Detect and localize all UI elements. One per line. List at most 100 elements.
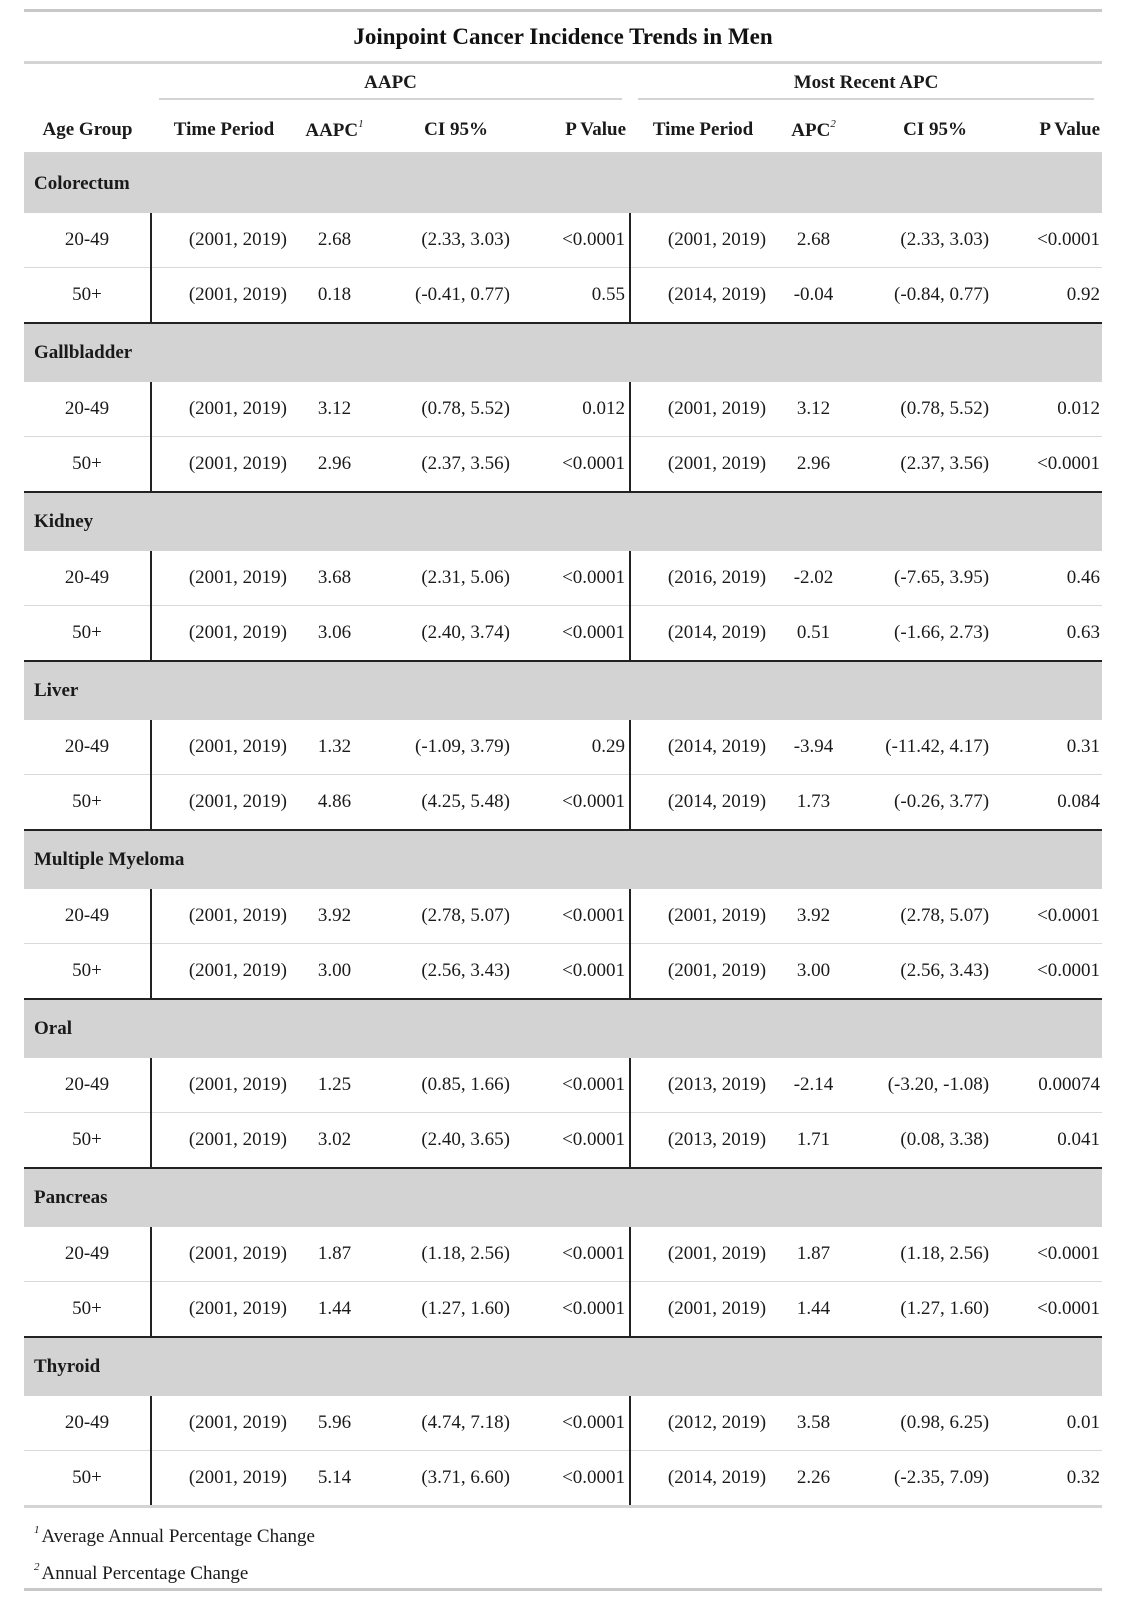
table-row: 20-49 (2001, 2019) 1.87 (1.18, 2.56) <0.0001…: [24, 1227, 1103, 1282]
ci-cell: (2.31, 5.06): [372, 551, 520, 606]
p-value-cell: <0.0001: [520, 1058, 632, 1113]
apc-cell: 1.71: [796, 1129, 831, 1150]
age-cell: 50+: [24, 774, 152, 830]
top-rule: [24, 9, 1102, 12]
apc-cell: 3.58: [776, 1396, 852, 1451]
table-row: 20-49 (2001, 2019) 5.96 (4.74, 7.18) <0.0001…: [24, 1396, 1103, 1451]
apc-cell: 3.12: [776, 382, 852, 437]
age-cell: 20-49: [24, 889, 152, 944]
apc-cell: 2.96: [796, 453, 831, 474]
aapc-cell: 3.06: [317, 622, 352, 643]
title-rule: [24, 61, 1102, 64]
recent-ci-cell: (-0.84, 0.77): [894, 284, 990, 305]
recent-time-period-cell: (2014, 2019): [667, 1467, 767, 1488]
p-value-cell: <0.0001: [520, 1112, 632, 1168]
ci-cell: (-0.41, 0.77): [415, 284, 510, 305]
table-row: 20-49 (2001, 2019) 3.68 (2.31, 5.06) <0.0001…: [24, 551, 1103, 606]
table-row: 20-49 (2001, 2019) 1.25 (0.85, 1.66) <0.0001…: [24, 1058, 1103, 1113]
recent-time-period-cell: (2001, 2019): [667, 960, 767, 981]
time-period-cell: (2001, 2019): [188, 622, 287, 643]
aapc-cell: 1.44: [317, 1298, 352, 1319]
aapc-cell: 3.00: [317, 960, 352, 981]
p-value-cell: <0.0001: [520, 1450, 632, 1505]
ci-cell: (3.71, 6.60): [421, 1467, 510, 1488]
group-label: Thyroid: [24, 1336, 1103, 1396]
recent-ci-cell: (1.18, 2.56): [851, 1227, 1000, 1282]
recent-ci-cell: (-1.66, 2.73): [894, 622, 990, 643]
data-table: AAPC Most Recent APC Age Group Time Peri…: [24, 64, 1103, 1505]
recent-ci-cell: (1.27, 1.60): [900, 1298, 990, 1319]
time-period-cell: (2001, 2019): [151, 720, 297, 775]
column-header-row: Age Group Time Period AAPC1 CI 95% P Val…: [24, 108, 1103, 155]
col-p-value: P Value: [520, 108, 631, 155]
time-period-cell: (2001, 2019): [188, 791, 287, 812]
recent-p-value-cell: <0.0001: [1037, 1298, 1101, 1319]
col-ci: CI 95%: [372, 108, 520, 155]
aapc-cell: 5.14: [317, 1467, 352, 1488]
time-period-cell: (2001, 2019): [151, 213, 297, 268]
time-period-cell: (2001, 2019): [151, 551, 297, 606]
group-header-row: Kidney: [24, 491, 1103, 551]
recent-ci-cell: (0.98, 6.25): [851, 1396, 1000, 1451]
col-time-period: Time Period: [151, 108, 297, 155]
recent-p-value-cell: 0.041: [1057, 1129, 1101, 1150]
age-cell: 20-49: [24, 1227, 152, 1282]
footnote-2: 2 Annual Percentage Change: [34, 1561, 249, 1584]
recent-time-period-cell: (2001, 2019): [630, 382, 777, 437]
aapc-cell: 5.96: [297, 1396, 372, 1451]
ci-cell: (1.18, 2.56): [372, 1227, 520, 1282]
p-value-cell: 0.012: [520, 382, 632, 437]
p-value-cell: 0.55: [520, 267, 632, 323]
age-cell: 20-49: [24, 1396, 152, 1451]
footnote-mark: 1: [358, 118, 364, 130]
recent-ci-cell: (2.37, 3.56): [900, 453, 990, 474]
apc-cell: 2.68: [776, 213, 852, 268]
recent-p-value-cell: 0.31: [999, 720, 1103, 775]
ci-cell: (4.25, 5.48): [421, 791, 510, 812]
apc-cell: -2.02: [776, 551, 852, 606]
p-value-cell: <0.0001: [520, 774, 632, 830]
recent-p-value-cell: 0.63: [1066, 622, 1101, 643]
table-row: 50+ (2001, 2019) 5.14 (3.71, 6.60) <0.0001 (2…: [24, 1450, 1102, 1505]
ci-cell: (-1.09, 3.79): [372, 720, 520, 775]
time-period-cell: (2001, 2019): [151, 889, 297, 944]
p-value-cell: <0.0001: [520, 1396, 632, 1451]
age-cell: 20-49: [24, 213, 152, 268]
table-row: 50+ (2001, 2019) 0.18 (-0.41, 0.77) 0.55 (201…: [24, 267, 1102, 323]
recent-time-period-cell: (2012, 2019): [630, 1396, 777, 1451]
aapc-cell: 1.32: [297, 720, 372, 775]
time-period-cell: (2001, 2019): [188, 453, 287, 474]
recent-time-period-cell: (2001, 2019): [630, 889, 777, 944]
ci-cell: (2.56, 3.43): [421, 960, 510, 981]
age-cell: 50+: [24, 267, 152, 323]
group-header-row: Oral: [24, 998, 1103, 1058]
recent-p-value-cell: 0.92: [1066, 284, 1101, 305]
apc-cell: 1.87: [776, 1227, 852, 1282]
apc-cell: 2.26: [796, 1467, 831, 1488]
col-time-period-recent: Time Period: [630, 108, 777, 155]
recent-time-period-cell: (2013, 2019): [667, 1129, 767, 1150]
apc-cell: 1.44: [796, 1298, 831, 1319]
apc-cell: 0.51: [796, 622, 831, 643]
p-value-cell: <0.0001: [520, 551, 632, 606]
group-label: Kidney: [24, 491, 1103, 551]
spanner-most-recent-apc: Most Recent APC: [630, 64, 1102, 108]
table-row: 20-49 (2001, 2019) 1.32 (-1.09, 3.79) 0.29 (2…: [24, 720, 1103, 775]
group-label: Gallbladder: [24, 322, 1103, 382]
time-period-cell: (2001, 2019): [188, 1298, 287, 1319]
age-cell: 50+: [24, 1112, 152, 1168]
age-cell: 20-49: [24, 382, 152, 437]
recent-p-value-cell: <0.0001: [1037, 453, 1101, 474]
recent-ci-cell: (2.78, 5.07): [851, 889, 1000, 944]
recent-ci-cell: (-2.35, 7.09): [894, 1467, 990, 1488]
group-header-row: Colorectum: [24, 153, 1103, 213]
group-label: Oral: [24, 998, 1103, 1058]
table-row: 20-49 (2001, 2019) 2.68 (2.33, 3.03) <0.0001…: [24, 213, 1103, 268]
recent-time-period-cell: (2001, 2019): [667, 1298, 767, 1319]
spanner-row: AAPC Most Recent APC: [24, 64, 1102, 108]
time-period-cell: (2001, 2019): [151, 1227, 297, 1282]
apc-cell: -2.14: [776, 1058, 852, 1113]
table-container: Joinpoint Cancer Incidence Trends in Men…: [24, 9, 1103, 1591]
aapc-cell: 2.68: [297, 213, 372, 268]
apc-cell: 1.73: [796, 791, 831, 812]
